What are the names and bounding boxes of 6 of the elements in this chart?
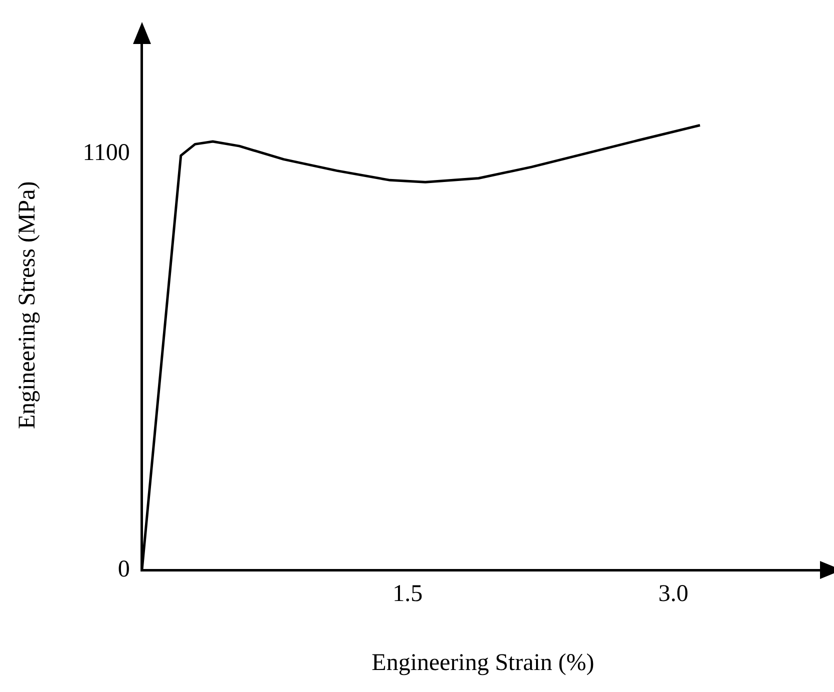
y-tick-label: 1100 [82, 140, 130, 166]
y-tick-label: 0 [118, 556, 130, 583]
x-tick-label: 1.5 [392, 581, 423, 608]
x-tick-label: 3.0 [658, 581, 688, 608]
y-axis-title: Engineering Stress (MPa) [14, 181, 41, 430]
x-axis-title: Engineering Strain (%) [372, 650, 594, 676]
